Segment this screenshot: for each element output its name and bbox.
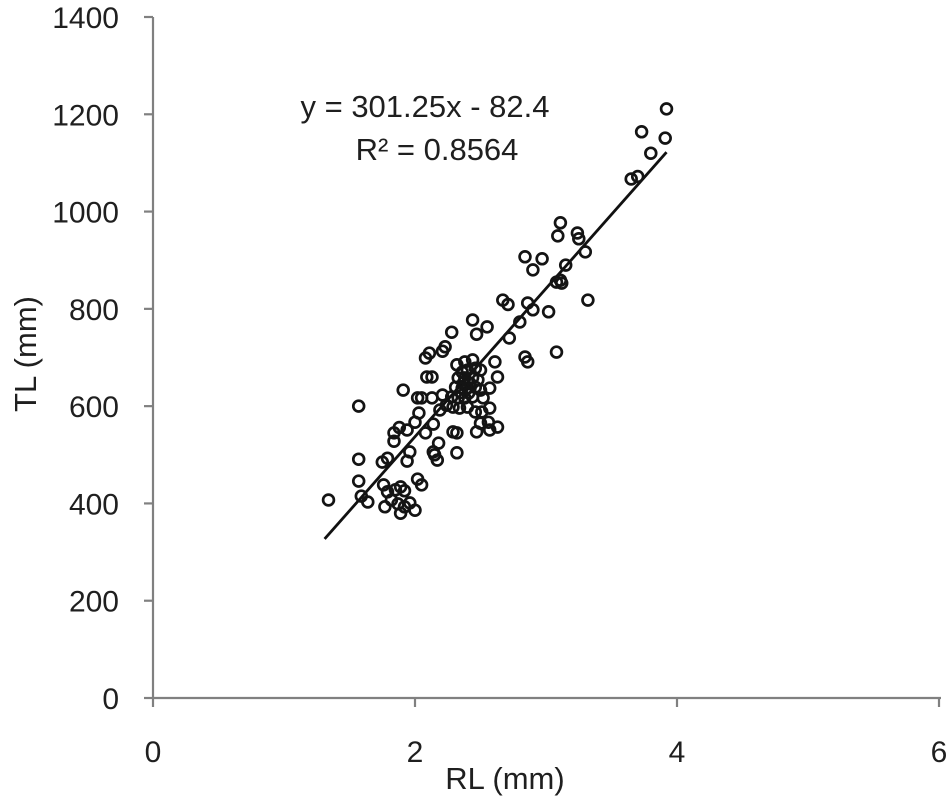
data-point-marker <box>482 423 497 437</box>
y-tick-label: 1000 <box>52 197 119 230</box>
data-point-marker <box>501 297 515 312</box>
data-point-marker <box>465 313 480 327</box>
y-tick-label: 800 <box>69 294 119 327</box>
data-point-marker <box>518 250 532 264</box>
data-point-marker <box>460 400 475 414</box>
x-axis-title: RL (mm) <box>445 761 564 796</box>
data-point-marker <box>549 345 564 359</box>
data-point-marker <box>558 258 573 272</box>
data-point-marker <box>400 423 414 437</box>
axis-tick-labels: 0 2 4 6 0 200 400 600 800 1000 1200 1400 <box>52 2 947 769</box>
x-tick-label: 4 <box>669 736 686 769</box>
data-point-marker <box>450 426 464 440</box>
data-point-marker <box>422 346 437 360</box>
data-point-marker <box>630 169 645 184</box>
data-point-marker <box>526 303 540 317</box>
data-point-marker <box>425 391 439 405</box>
data-point-marker <box>321 493 336 507</box>
data-point-marker <box>439 398 454 412</box>
data-point-marker <box>351 452 366 466</box>
data-point-marker <box>412 406 426 420</box>
y-tick-label: 200 <box>69 586 119 619</box>
y-tick-label: 0 <box>102 683 119 716</box>
data-point-marker <box>624 172 638 186</box>
data-point-marker <box>469 425 484 439</box>
data-point-marker <box>570 226 585 240</box>
data-point-marker <box>520 355 535 369</box>
axes <box>151 17 941 700</box>
data-point-marker <box>476 391 490 405</box>
data-point-marker <box>578 245 593 259</box>
data-point-marker <box>553 216 568 230</box>
x-tick-label: 6 <box>931 736 947 769</box>
r-squared-label: R² = 0.8564 <box>356 132 519 167</box>
data-point-marker <box>427 448 442 462</box>
data-point-marker <box>426 417 441 431</box>
x-tick-label: 0 <box>145 736 162 769</box>
data-point-marker <box>658 131 672 145</box>
data-point-marker <box>351 474 366 488</box>
y-tick-label: 1200 <box>52 99 119 132</box>
data-point-marker <box>452 401 467 415</box>
data-point-marker <box>396 383 410 397</box>
data-point-marker <box>488 355 502 369</box>
data-point-marker <box>526 263 540 277</box>
data-point-marker <box>551 229 565 243</box>
axis-ticks <box>144 15 941 707</box>
data-point-marker <box>541 305 556 319</box>
data-point-marker <box>392 420 407 435</box>
trendline <box>323 151 668 540</box>
data-point-marker <box>659 102 674 116</box>
data-point-marker <box>581 293 595 307</box>
data-point-marker <box>380 451 395 465</box>
data-point-marker <box>408 503 422 517</box>
y-tick-label: 400 <box>69 488 119 521</box>
y-tick-label: 600 <box>69 391 119 424</box>
data-point-marker <box>418 426 433 440</box>
data-point-marker <box>454 385 468 400</box>
scatter-points <box>321 102 674 520</box>
data-point-marker <box>644 146 658 160</box>
data-point-marker <box>490 370 505 384</box>
data-point-marker <box>482 381 497 395</box>
data-point-marker <box>438 340 452 354</box>
data-point-marker <box>420 370 434 384</box>
data-point-marker <box>410 472 425 486</box>
data-point-marker <box>351 399 366 413</box>
data-point-marker <box>446 400 460 414</box>
data-point-marker <box>502 331 517 345</box>
data-point-marker <box>393 506 408 520</box>
data-point-marker <box>461 386 476 400</box>
data-point-marker <box>572 232 586 246</box>
data-point-marker <box>535 252 549 266</box>
data-point-marker <box>450 446 464 460</box>
data-point-marker <box>513 315 527 329</box>
data-point-marker <box>634 125 649 139</box>
data-point-marker <box>482 401 497 415</box>
data-point-marker <box>465 353 480 367</box>
y-axis-title: TL (mm) <box>8 296 43 412</box>
data-point-marker <box>425 370 439 384</box>
trendline-equation: y = 301.25x - 82.4 <box>300 89 549 124</box>
data-point-marker <box>490 420 505 434</box>
data-point-marker <box>397 484 412 498</box>
data-point-marker <box>444 325 459 339</box>
data-point-marker <box>361 495 375 509</box>
data-point-marker <box>400 454 414 468</box>
data-point-marker <box>387 434 401 448</box>
y-tick-label: 1400 <box>52 2 119 35</box>
x-tick-label: 2 <box>407 736 424 769</box>
data-point-marker <box>469 327 484 341</box>
data-point-marker <box>553 273 568 287</box>
data-point-marker <box>378 500 392 514</box>
data-point-marker <box>480 320 494 334</box>
